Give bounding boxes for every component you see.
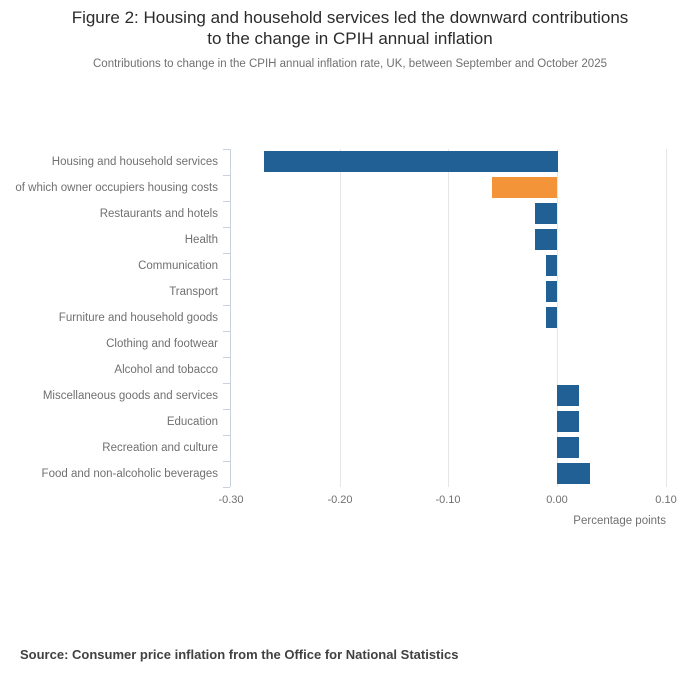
category-label: Miscellaneous goods and services	[42, 390, 218, 402]
bar[interactable]	[535, 203, 557, 224]
bar[interactable]	[557, 437, 579, 458]
category-label: Alcohol and tobacco	[114, 364, 218, 376]
bar[interactable]	[557, 385, 579, 406]
y-axis-tick	[223, 201, 230, 202]
gridline	[340, 149, 341, 487]
bar-chart-plot: Housing and household services of which o…	[15, 149, 677, 527]
category-label: Restaurants and hotels	[99, 208, 218, 220]
y-axis-tick	[223, 175, 230, 176]
category-label: Clothing and footwear	[106, 338, 218, 350]
category-label: Education	[166, 416, 218, 428]
y-axis-line	[230, 149, 231, 487]
y-axis-tick	[223, 487, 230, 488]
chart-title-line2: to the change in CPIH annual inflation	[207, 29, 493, 48]
chart-title-line1: Figure 2: Housing and household services…	[71, 8, 629, 27]
y-axis-tick	[223, 279, 230, 280]
y-axis-tick	[223, 149, 230, 150]
x-tick-label: 0.10	[655, 494, 677, 506]
category-label: Housing and household services	[51, 156, 218, 168]
y-axis-tick	[223, 383, 230, 384]
gridline	[557, 149, 558, 487]
bar[interactable]	[557, 463, 590, 484]
bar[interactable]	[535, 229, 557, 250]
gridline	[448, 149, 449, 487]
y-axis-tick	[223, 305, 230, 306]
source-note: Source: Consumer price inflation from th…	[20, 647, 459, 662]
category-label: Furniture and household goods	[58, 312, 218, 324]
category-label: Health	[184, 234, 218, 246]
category-label: Recreation and culture	[102, 442, 218, 454]
bar[interactable]	[557, 411, 579, 432]
bar[interactable]	[264, 151, 558, 172]
y-axis-tick	[223, 461, 230, 462]
category-label: Transport	[169, 286, 218, 298]
y-axis-tick	[223, 435, 230, 436]
x-tick-label: -0.20	[327, 494, 353, 506]
x-tick-label: -0.10	[435, 494, 461, 506]
bar[interactable]	[546, 255, 557, 276]
y-axis-tick	[223, 227, 230, 228]
y-axis-tick	[223, 409, 230, 410]
y-axis-tick	[223, 331, 230, 332]
x-tick-label: 0.00	[546, 494, 568, 506]
y-axis-tick	[223, 253, 230, 254]
x-tick-label: -0.30	[218, 494, 244, 506]
category-label: Communication	[138, 260, 218, 272]
y-axis-tick	[223, 357, 230, 358]
category-label: Food and non-alcoholic beverages	[41, 468, 218, 480]
bar[interactable]	[546, 307, 557, 328]
x-axis-title: Percentage points	[573, 515, 666, 527]
bar[interactable]	[492, 177, 557, 198]
chart-title: Figure 2: Housing and household services…	[30, 7, 670, 49]
chart-subtitle: Contributions to change in the CPIH annu…	[93, 58, 607, 70]
bar[interactable]	[546, 281, 557, 302]
gridline	[666, 149, 667, 487]
category-label: of which owner occupiers housing costs	[15, 182, 218, 194]
